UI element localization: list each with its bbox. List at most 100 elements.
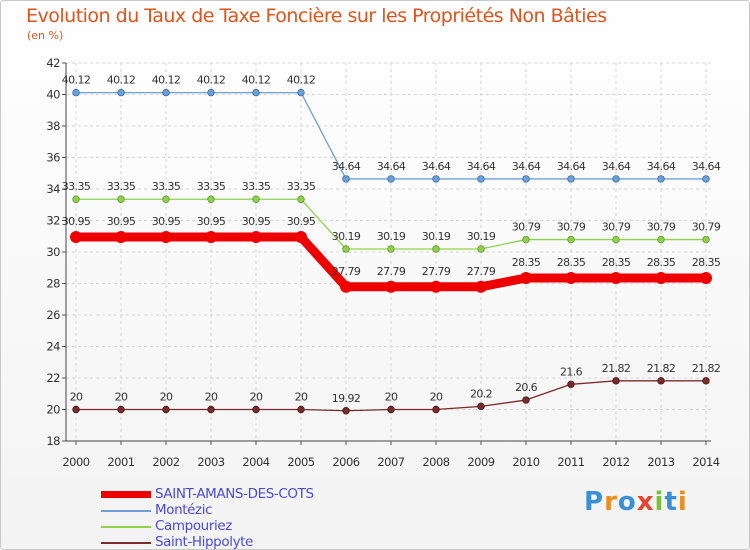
data-label: 20.6 [515, 381, 538, 394]
data-point [432, 245, 440, 253]
data-point [610, 271, 622, 284]
y-tick-label: 42 [46, 56, 60, 70]
x-tick-label: 2005 [287, 455, 314, 469]
y-tick-label: 18 [46, 434, 60, 448]
data-label: 20 [430, 391, 443, 404]
data-label: 34.64 [422, 160, 451, 173]
data-point [702, 377, 710, 385]
data-point [475, 280, 487, 293]
x-tick-label: 2008 [422, 455, 449, 469]
logo-letter: i [677, 487, 688, 517]
data-point [252, 88, 260, 97]
data-point [117, 88, 125, 97]
data-point [250, 231, 262, 244]
data-label: 40.12 [287, 74, 316, 87]
x-tick-label: 2010 [512, 455, 539, 469]
data-point [162, 405, 170, 414]
x-tick-label: 2013 [647, 455, 674, 469]
data-point [252, 195, 260, 203]
data-label: 28.35 [602, 256, 631, 269]
data-label: 34.64 [557, 160, 586, 173]
legend-swatch-3 [101, 542, 151, 544]
data-point [205, 231, 217, 244]
y-tick-label: 26 [46, 308, 60, 322]
data-point [612, 235, 620, 244]
data-label: 33.35 [62, 180, 91, 193]
legend-label-0: SAINT-AMANS-DES-COTS [155, 486, 314, 502]
data-point [657, 377, 665, 385]
x-tick-label: 2003 [197, 455, 224, 469]
x-tick-label: 2001 [107, 455, 134, 469]
data-label: 30.95 [107, 215, 136, 228]
data-label: 33.35 [197, 180, 226, 193]
data-label: 27.79 [422, 265, 451, 278]
data-point [430, 280, 442, 293]
data-point [522, 175, 530, 183]
legend-label-2: Campouriez [155, 518, 232, 534]
grid-lines [66, 62, 711, 441]
data-label: 28.35 [557, 256, 586, 269]
data-point [162, 88, 170, 97]
y-tick-label: 22 [46, 371, 60, 385]
y-tick-label: 20 [46, 403, 60, 417]
logo-letter: x [636, 487, 655, 517]
data-point [387, 175, 395, 183]
data-label: 20 [160, 391, 173, 404]
data-point [565, 271, 577, 284]
y-tick-label: 28 [46, 277, 60, 291]
data-point [700, 271, 712, 284]
data-label: 21.82 [602, 362, 631, 375]
y-tick-label: 30 [46, 245, 60, 259]
x-tick-label: 2014 [692, 455, 719, 469]
data-point [702, 235, 710, 244]
series-layer [70, 88, 712, 415]
legend-label-3: Saint-Hippolyte [155, 534, 253, 550]
x-tick-label: 2011 [557, 455, 584, 469]
proxiti-logo: Proxiti [584, 487, 688, 517]
data-point [295, 231, 307, 244]
data-label: 30.19 [467, 230, 496, 243]
data-label: 19.92 [332, 392, 361, 405]
data-label: 34.64 [512, 160, 541, 173]
x-tick-label: 2002 [152, 455, 179, 469]
data-point [342, 175, 350, 183]
data-point [252, 405, 260, 414]
legend-swatch-0 [101, 491, 151, 498]
data-point [612, 377, 620, 385]
data-label: 28.35 [512, 256, 541, 269]
data-label: 33.35 [242, 180, 271, 193]
y-tick-label: 38 [46, 119, 60, 133]
data-point [162, 195, 170, 203]
data-label: 28.35 [647, 256, 676, 269]
data-label: 30.79 [692, 221, 721, 234]
data-point [70, 231, 82, 244]
data-point [655, 271, 667, 284]
data-label: 30.95 [197, 215, 226, 228]
data-label: 30.95 [152, 215, 181, 228]
data-label: 30.19 [377, 230, 406, 243]
data-label: 34.64 [467, 160, 496, 173]
y-tick-label: 40 [46, 88, 60, 102]
legend-swatch-1 [101, 510, 151, 512]
data-point [567, 175, 575, 183]
x-tick-label: 2006 [332, 455, 359, 469]
legend-label-1: Montézic [155, 502, 213, 518]
data-label: 40.12 [197, 74, 226, 87]
data-point [567, 380, 575, 388]
data-label: 33.35 [107, 180, 136, 193]
logo-letter: P [584, 487, 605, 517]
data-point [612, 175, 620, 183]
data-label: 34.64 [377, 160, 406, 173]
data-label: 33.35 [152, 180, 181, 193]
x-tick-label: 2012 [602, 455, 629, 469]
logo-letter: o [617, 487, 637, 517]
data-point [657, 235, 665, 244]
x-tick-label: 2007 [377, 455, 404, 469]
data-label: 30.19 [332, 230, 361, 243]
data-label: 30.79 [647, 221, 676, 234]
data-label: 28.35 [692, 256, 721, 269]
data-point [387, 405, 395, 414]
data-label: 20 [295, 391, 308, 404]
